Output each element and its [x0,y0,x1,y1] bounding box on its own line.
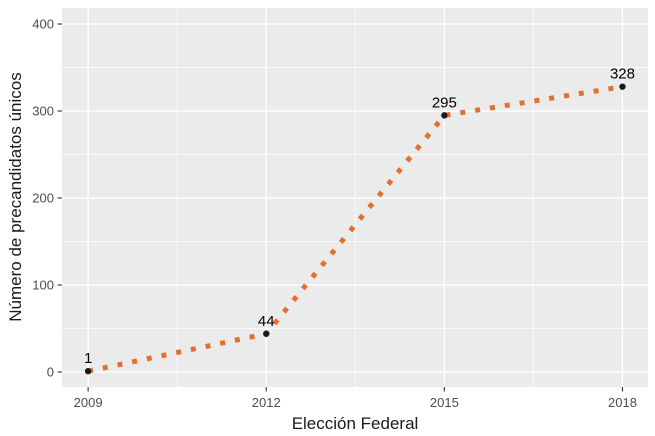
point-label: 1 [84,350,92,367]
data-point [441,112,448,119]
x-axis-title: Elección Federal [291,414,419,433]
point-label: 328 [610,66,635,83]
data-point [263,330,270,337]
y-tick-label: 0 [47,365,54,380]
point-label: 295 [432,94,457,111]
y-tick-label: 300 [32,104,54,119]
y-tick-label: 100 [32,278,54,293]
x-tick-label: 2012 [252,395,281,410]
y-axis-title-text: Número de precandidatos únicos [6,72,25,322]
y-tick-label: 200 [32,191,54,206]
x-tick-label: 2009 [74,395,103,410]
x-tick-label: 2015 [430,395,459,410]
data-point [84,367,92,375]
y-tick-label: 400 [32,17,54,32]
trend-line [87,84,623,374]
point-label: 44 [258,313,275,330]
data-point [619,83,626,90]
x-tick-label: 2018 [608,395,637,410]
